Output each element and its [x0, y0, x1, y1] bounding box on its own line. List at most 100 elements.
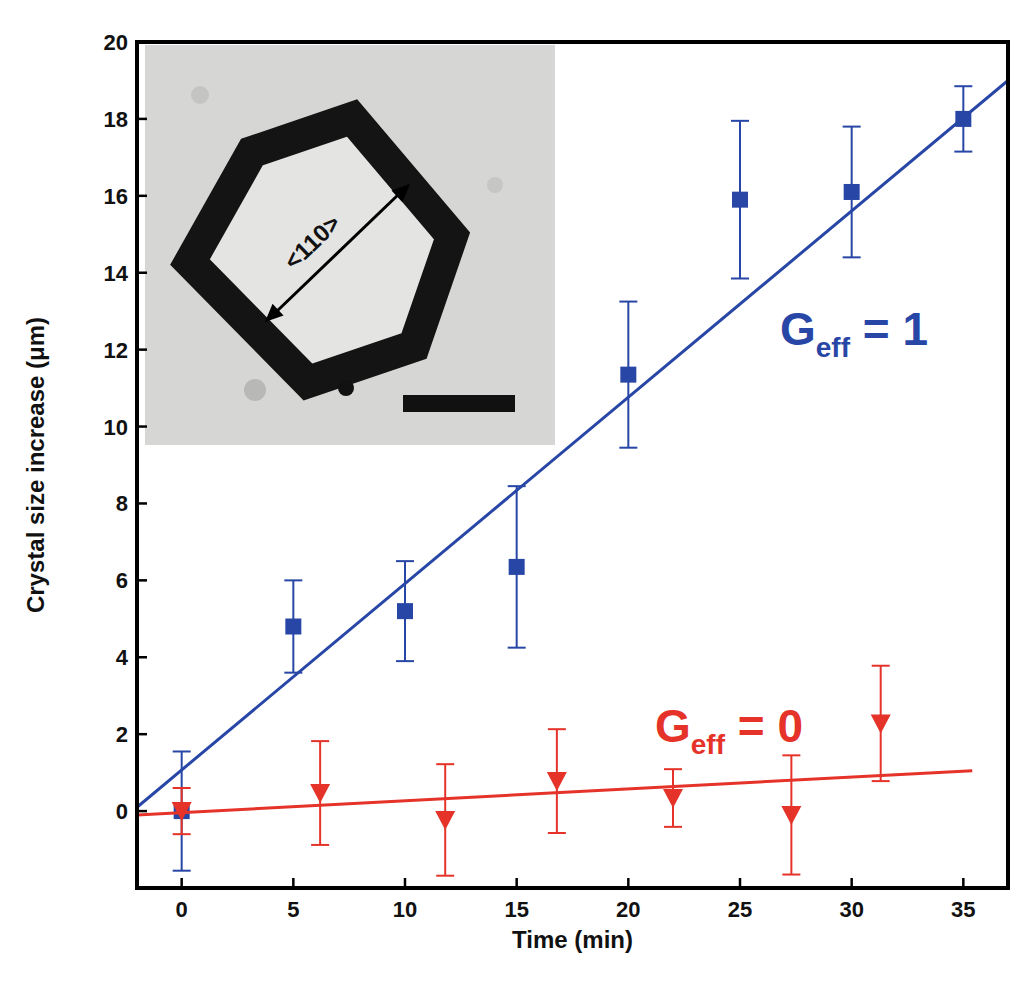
y-tick-label: 2 — [116, 722, 128, 747]
label-base: G — [780, 303, 816, 355]
y-tick-label: 4 — [116, 645, 129, 670]
x-tick-label: 15 — [504, 897, 528, 922]
y-tick-label: 10 — [104, 415, 128, 440]
error-bar — [311, 741, 329, 845]
x-tick-label: 5 — [287, 897, 299, 922]
series-label: Geff = 1 — [780, 303, 928, 363]
error-bar-cap — [731, 277, 749, 279]
point — [781, 806, 801, 825]
error-bar-cap — [843, 256, 861, 258]
error-bar-cap — [396, 660, 414, 662]
point — [310, 784, 330, 803]
error-bar-cap — [872, 665, 890, 667]
error-bar-cap — [954, 85, 972, 87]
y-tick-label: 6 — [116, 568, 128, 593]
y-tick-label: 0 — [116, 799, 128, 824]
x-tick-label: 20 — [616, 897, 640, 922]
y-tick-label: 20 — [104, 30, 128, 55]
error-bar-cap — [396, 560, 414, 562]
error-bar-cap — [508, 485, 526, 487]
x-tick-label: 0 — [176, 897, 188, 922]
error-bar-cap — [436, 875, 454, 877]
error-bar-cap — [311, 844, 329, 846]
series-label: Geff = 0 — [655, 700, 803, 760]
error-bar — [508, 486, 526, 648]
x-tick-label: 25 — [728, 897, 752, 922]
crystal — [190, 118, 452, 382]
error-bar-cap — [619, 301, 637, 303]
inset-label: <110> — [279, 209, 346, 275]
scale-bar — [403, 395, 515, 412]
label-subscript: eff — [816, 332, 851, 363]
marks — [137, 80, 1008, 875]
point — [871, 714, 891, 733]
error-bar — [436, 764, 454, 876]
fit-line — [137, 80, 1008, 807]
x-tick-label: 10 — [393, 897, 417, 922]
error-bar-cap — [508, 647, 526, 649]
x-tick-label: 35 — [951, 897, 975, 922]
y-tick-label: 14 — [104, 261, 129, 286]
error-bar-cap — [173, 750, 191, 752]
point — [547, 772, 567, 791]
error-bar-cap — [664, 826, 682, 828]
error-bar — [731, 121, 749, 279]
error-bar — [619, 302, 637, 448]
y-tick-label: 16 — [104, 184, 128, 209]
fit-line — [137, 771, 972, 815]
error-bar-cap — [173, 870, 191, 872]
error-bar — [843, 127, 861, 258]
error-bar-cap — [548, 832, 566, 834]
label-rest: = 0 — [725, 700, 803, 752]
error-bar-cap — [548, 728, 566, 730]
point — [397, 603, 413, 619]
inset-spot — [244, 379, 266, 401]
y-tick-label: 8 — [116, 491, 128, 516]
arrow-head — [391, 184, 410, 202]
error-bar-cap — [173, 787, 191, 789]
point — [285, 619, 301, 635]
error-bar — [872, 666, 890, 781]
y-axis-title: Crystal size increase (μm) — [22, 317, 49, 613]
error-bar-cap — [782, 754, 800, 756]
inset-background — [145, 45, 555, 445]
label-rest: = 1 — [850, 303, 928, 355]
error-bar-cap — [619, 447, 637, 449]
error-bar — [173, 788, 191, 834]
x-tick-label: 30 — [839, 897, 863, 922]
error-bar — [284, 580, 302, 672]
error-bar-cap — [954, 151, 972, 153]
plot-frame — [137, 42, 1008, 888]
direction-arrow — [275, 193, 400, 313]
point — [732, 192, 748, 208]
error-bar-cap — [872, 780, 890, 782]
error-bar-cap — [664, 768, 682, 770]
point — [663, 789, 683, 808]
error-bar-cap — [782, 874, 800, 876]
inset-spot — [338, 380, 354, 396]
inset-spot — [487, 177, 503, 193]
error-bar — [548, 729, 566, 833]
label-base: G — [655, 700, 691, 752]
x-axis-title: Time (min) — [512, 926, 633, 953]
point — [844, 184, 860, 200]
inset: <110> — [145, 45, 555, 445]
y-tick-label: 12 — [104, 338, 128, 363]
error-bar-cap — [843, 126, 861, 128]
point — [509, 559, 525, 575]
error-bar — [782, 755, 800, 874]
inset-spot — [191, 86, 209, 104]
y-tick-label: 18 — [104, 107, 128, 132]
error-bar-cap — [731, 120, 749, 122]
arrow-head — [265, 304, 284, 322]
error-bar-cap — [311, 740, 329, 742]
error-bar — [954, 86, 972, 151]
point — [172, 802, 192, 821]
point — [620, 367, 636, 383]
ticks: 0 5 10 15 20 25 30 35 0 2 4 6 8 10 12 14 16 18 20 — [104, 30, 976, 922]
chart: <110> 0 5 10 15 20 25 30 35 0 2 4 6 8 10 12 14 16 18 20 Time… — [0, 0, 1025, 994]
error-bar-cap — [284, 672, 302, 674]
error-bar-cap — [284, 579, 302, 581]
error-bar — [396, 561, 414, 661]
error-bar-cap — [173, 833, 191, 835]
